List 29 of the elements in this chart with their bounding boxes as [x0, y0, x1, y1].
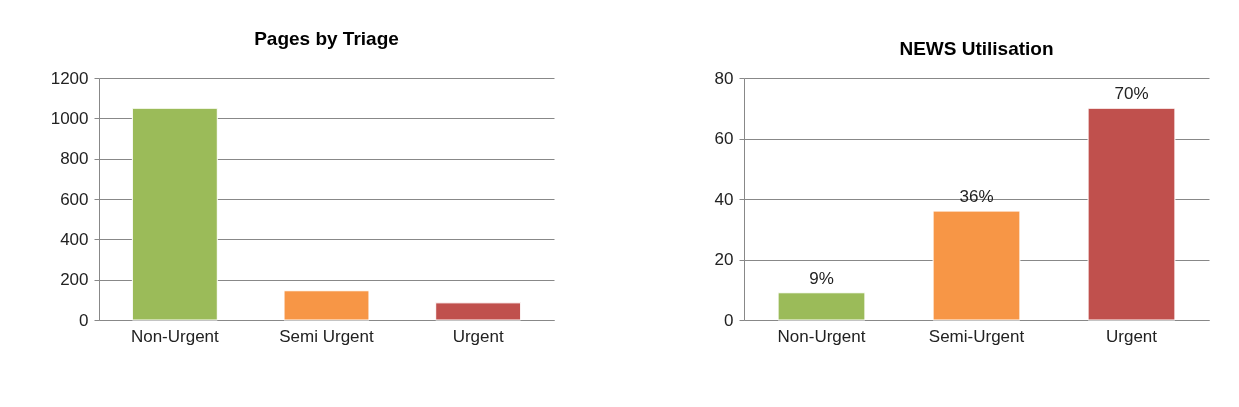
y-tick-label: 400: [60, 229, 89, 249]
chart-title: NEWS Utilisation: [899, 38, 1054, 59]
data-label: 9%: [809, 268, 834, 288]
data-label: 36%: [959, 187, 994, 207]
x-tick-label: Semi Urgent: [279, 326, 375, 346]
x-tick-label: Urgent: [1105, 326, 1158, 346]
y-tick-label: 60: [714, 129, 734, 148]
x-tick-label: Urgent: [452, 326, 504, 346]
bar: [283, 290, 370, 321]
y-tick-label: 600: [60, 189, 89, 209]
bar: [435, 302, 522, 321]
x-tick-label: Semi-Urgent: [928, 326, 1025, 346]
bar: [777, 292, 866, 321]
bar: [1087, 107, 1176, 321]
y-tick-label: 40: [714, 189, 734, 209]
y-tick-label: 1000: [50, 108, 89, 128]
data-label: 70%: [1114, 84, 1149, 104]
y-tick-label: 800: [60, 149, 89, 169]
bar: [932, 210, 1021, 321]
y-tick-label: 80: [714, 68, 734, 88]
chart-title: Pages by Triage: [254, 28, 399, 49]
bar: [131, 107, 218, 321]
x-tick-label: Non-Urgent: [777, 326, 866, 346]
y-tick-label: 0: [79, 310, 89, 330]
y-tick-label: 20: [714, 250, 734, 269]
y-tick-label: 200: [60, 270, 89, 290]
x-tick-label: Non-Urgent: [130, 326, 220, 346]
y-tick-label: 0: [724, 310, 734, 330]
y-tick-label: 1200: [50, 68, 89, 88]
